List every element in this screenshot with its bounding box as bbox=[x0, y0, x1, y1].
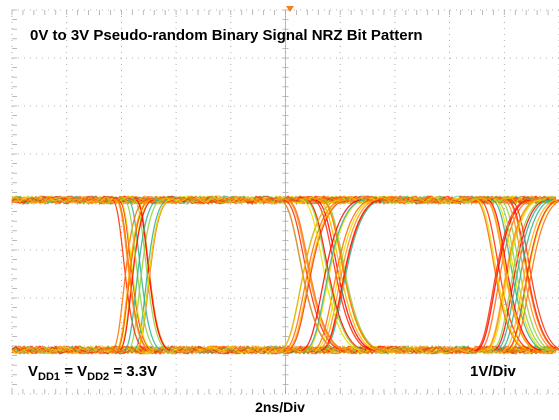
supply-sub: DD1 bbox=[38, 371, 60, 383]
supply-eq: = V bbox=[60, 363, 87, 380]
supply-v: V bbox=[28, 363, 38, 380]
vertical-scale: 1V/Div bbox=[470, 363, 517, 380]
scope-screenshot: 0V to 3V Pseudo-random Binary Signal NRZ… bbox=[0, 0, 559, 420]
title: 0V to 3V Pseudo-random Binary Signal NRZ… bbox=[30, 27, 423, 44]
supply-sub: DD2 bbox=[87, 371, 109, 383]
supply-rest: = 3.3V bbox=[109, 363, 157, 380]
horizontal-scale: 2ns/Div bbox=[255, 399, 305, 415]
